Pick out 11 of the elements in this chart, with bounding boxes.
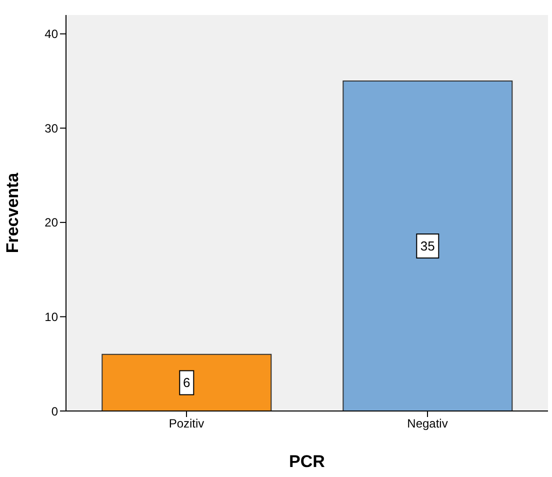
y-tick-label: 20 (44, 216, 58, 230)
data-label: 6 (183, 375, 190, 390)
y-tick-label: 0 (51, 404, 58, 418)
y-tick-label: 30 (44, 121, 58, 136)
x-tick-label: Negativ (407, 416, 448, 431)
y-tick-label: 40 (44, 27, 58, 42)
data-label: 35 (420, 238, 435, 254)
y-axis-title: Frecventa (3, 172, 22, 254)
x-axis-title: PCR (289, 452, 325, 471)
y-tick-label: 10 (44, 310, 58, 324)
x-tick-label: Pozitiv (168, 416, 204, 431)
